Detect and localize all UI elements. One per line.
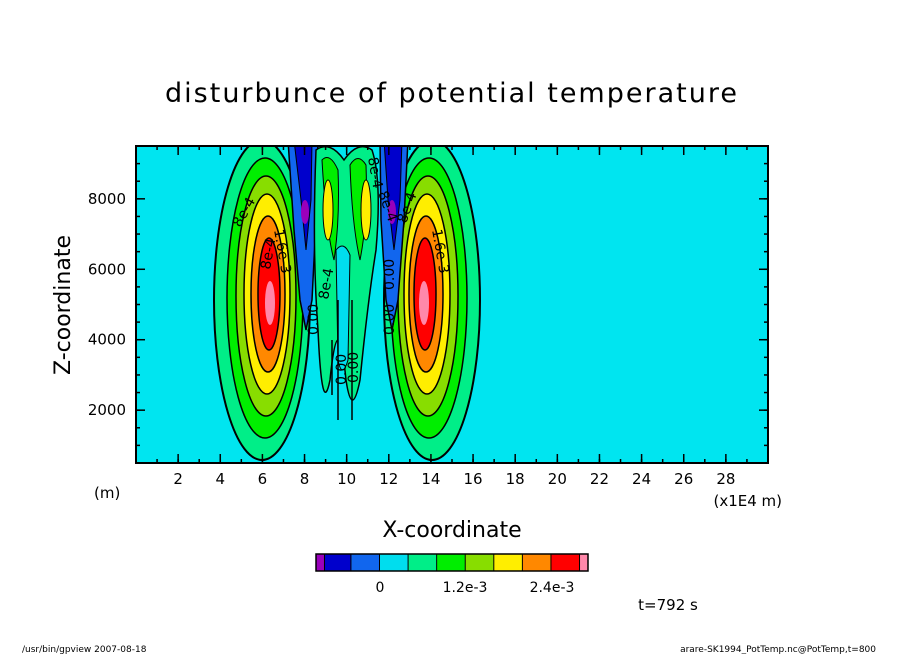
contour-label: 0.00 xyxy=(382,259,398,290)
cold-columns xyxy=(287,146,409,331)
colorbar-swatch xyxy=(379,554,409,571)
x-tick-label: 22 xyxy=(590,470,609,488)
colorbar-swatch xyxy=(550,554,580,571)
colorbar-swatch xyxy=(350,554,380,571)
x-axis-title: X-coordinate xyxy=(382,518,521,543)
x-tick-label: 2 xyxy=(173,470,183,488)
x-tick-label: 16 xyxy=(464,470,483,488)
colorbar-swatch xyxy=(316,554,325,571)
x-tick-label: 18 xyxy=(506,470,525,488)
x-tick-label: 28 xyxy=(716,470,735,488)
contour-label: 8e-4 xyxy=(364,156,385,190)
x-tick-label: 14 xyxy=(421,470,440,488)
time-label: t=792 s xyxy=(638,596,698,614)
contour-label: 0.00 xyxy=(346,352,362,383)
colorbar-swatch xyxy=(324,554,351,571)
y-tick-label: 2000 xyxy=(88,401,126,419)
contour-label: 8e-4 xyxy=(258,237,279,271)
colorbar-swatch xyxy=(579,554,588,571)
footer-left: /usr/bin/gpview 2007-08-18 xyxy=(22,645,147,654)
y-tick-label: 6000 xyxy=(88,260,126,278)
x-tick-label: 12 xyxy=(379,470,398,488)
colorbar-label: 2.4e-3 xyxy=(530,580,575,596)
central-fingers xyxy=(313,146,379,420)
y-tick-label: 8000 xyxy=(88,190,126,208)
x-tick-label: 6 xyxy=(258,470,268,488)
x-tick-label: 10 xyxy=(337,470,356,488)
chart-title: disturbunce of potential temperature xyxy=(165,78,739,109)
contour-label: 1.6e-3 xyxy=(428,228,452,275)
x-tick-label: 8 xyxy=(300,470,310,488)
contour-fill-group xyxy=(213,146,481,461)
contour-label: 1.6e-3 xyxy=(270,228,294,275)
x-unit-left: (m) xyxy=(94,484,120,502)
colorbar-swatch xyxy=(522,554,551,571)
colorbar-swatch xyxy=(436,554,466,571)
colorbar-swatch xyxy=(408,554,437,571)
x-tick-label: 24 xyxy=(632,470,651,488)
contour-label: 0.00 xyxy=(306,304,322,335)
colorbar-swatch xyxy=(493,554,523,571)
x-unit-right: (x1E4 m) xyxy=(713,492,782,510)
colorbar-label: 1.2e-3 xyxy=(443,580,488,596)
contour-label: 0.00 xyxy=(334,354,350,385)
y-tick-label: 4000 xyxy=(88,331,126,349)
x-tick-label: 4 xyxy=(215,470,225,488)
colorbar xyxy=(315,553,589,572)
contour-label: 0.00 xyxy=(382,304,398,335)
y-axis-title: Z-coordinate xyxy=(51,235,76,375)
colorbar-frame xyxy=(315,553,589,572)
x-tick-label: 26 xyxy=(674,470,693,488)
colorbar-label: 0 xyxy=(376,580,385,596)
right-warm-plume xyxy=(383,146,481,461)
footer-right: arare-SK1994_PotTemp.nc@PotTemp,t=800 xyxy=(680,645,876,654)
contour-label: 8e-4 xyxy=(316,267,337,301)
x-tick-label: 20 xyxy=(548,470,567,488)
colorbar-swatch xyxy=(465,554,494,571)
